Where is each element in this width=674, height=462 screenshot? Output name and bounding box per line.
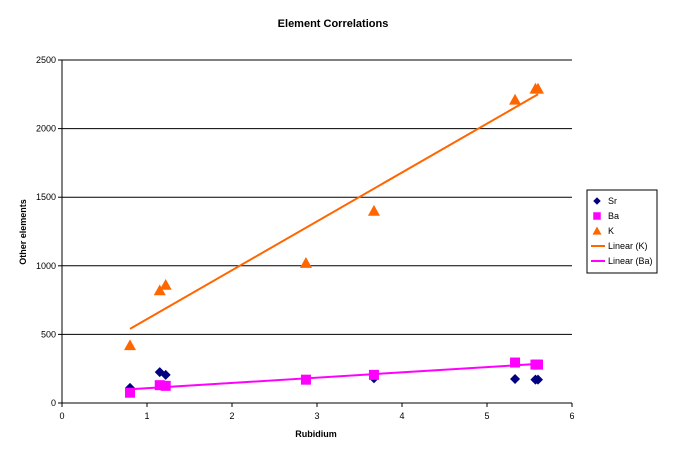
legend-box — [586, 189, 658, 274]
data-point — [153, 284, 166, 296]
x-axis-label: Rubidium — [295, 429, 337, 439]
data-point — [299, 257, 312, 268]
data-point — [124, 339, 136, 351]
data-point — [532, 82, 544, 94]
data-point — [154, 380, 165, 391]
y-tick-label: 500 — [41, 329, 56, 339]
legend: Sr Ba K Linear (K) Linear (Ba) — [586, 189, 658, 274]
data-point — [368, 369, 379, 380]
y-tick-labels: 0 500 1000 1500 2000 2500 — [36, 55, 56, 408]
data-point — [300, 374, 311, 385]
x-tick-label: 4 — [399, 411, 404, 421]
legend-label: Ba — [608, 211, 619, 221]
y-axis-label: Other elements — [18, 199, 28, 265]
data-point — [367, 204, 380, 216]
data-point — [160, 369, 171, 380]
legend-marker — [592, 226, 602, 235]
trendline — [129, 362, 539, 391]
data-point — [125, 387, 135, 398]
legend-label: K — [608, 226, 614, 236]
legend-item: Linear (K) — [591, 241, 648, 251]
x-tick-labels: 0 1 2 3 4 5 6 — [59, 411, 574, 421]
x-tick-label: 0 — [59, 411, 64, 421]
data-point — [510, 373, 521, 384]
chart-title: Element Correlations — [278, 18, 389, 30]
gridlines — [62, 59, 572, 335]
data-points — [124, 82, 544, 398]
series-ba — [125, 357, 543, 398]
legend-label: Sr — [608, 196, 617, 206]
x-tick-label: 5 — [484, 411, 489, 421]
data-point — [160, 380, 171, 391]
trendlines — [129, 93, 539, 391]
legend-item: Linear (Ba) — [591, 256, 653, 266]
data-point — [533, 374, 543, 385]
x-tick-label: 6 — [569, 411, 574, 421]
data-point — [159, 279, 172, 290]
y-tick-label: 1500 — [36, 192, 56, 202]
x-tick-label: 3 — [314, 411, 319, 421]
data-point — [533, 359, 543, 370]
legend-marker — [593, 212, 601, 220]
trendline — [129, 93, 539, 330]
data-point — [509, 93, 522, 105]
y-tick-label: 1000 — [36, 261, 56, 271]
legend-label: Linear (Ba) — [608, 256, 653, 266]
x-tick-label: 1 — [144, 411, 149, 421]
legend-item: Sr — [593, 196, 617, 206]
axes — [58, 59, 573, 407]
legend-marker — [593, 197, 601, 205]
y-tick-label: 2000 — [36, 124, 56, 134]
series-k — [124, 82, 544, 351]
legend-item: Ba — [593, 211, 619, 221]
data-point — [510, 357, 521, 368]
y-tick-label: 2500 — [36, 55, 56, 65]
legend-item: K — [592, 226, 614, 236]
x-tick-label: 2 — [229, 411, 234, 421]
series-sr — [125, 367, 543, 393]
legend-label: Linear (K) — [608, 241, 648, 251]
y-tick-label: 0 — [51, 398, 56, 408]
